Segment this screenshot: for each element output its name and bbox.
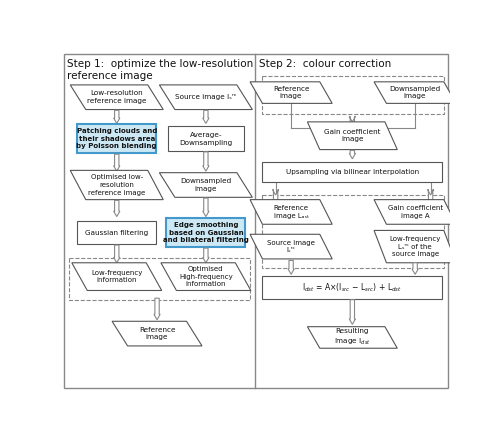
Text: Gaussian filtering: Gaussian filtering (85, 230, 148, 236)
Bar (166, 218, 246, 247)
Polygon shape (288, 261, 294, 274)
Text: Upsampling via bilinear interpolation: Upsampling via bilinear interpolation (286, 169, 419, 175)
Polygon shape (70, 170, 163, 200)
Text: Reference
image Lₐₛₜ: Reference image Lₐₛₜ (274, 205, 308, 219)
Text: Gain coefficient
image: Gain coefficient image (324, 129, 380, 142)
Text: Reference
image: Reference image (273, 86, 310, 99)
Polygon shape (160, 85, 252, 110)
Polygon shape (308, 327, 398, 348)
Text: Downsampled
image: Downsampled image (180, 178, 232, 192)
Text: Low-frequency
Lₛʳᶜ of the
source image: Low-frequency Lₛʳᶜ of the source image (390, 236, 441, 257)
Text: Low-resolution
reference image: Low-resolution reference image (87, 91, 146, 104)
Text: Step 1:  optimize the low-resolution
reference image: Step 1: optimize the low-resolution refe… (67, 59, 254, 81)
Text: Resulting
Image I$_{dst}$: Resulting Image I$_{dst}$ (334, 328, 371, 346)
Polygon shape (203, 110, 209, 124)
Text: Reference
image: Reference image (139, 327, 175, 340)
Text: Source image
Iₛʳᶜ: Source image Iₛʳᶜ (267, 240, 315, 253)
Text: Average-
Downsampling: Average- Downsampling (179, 132, 233, 145)
Polygon shape (349, 300, 356, 325)
Text: Downsampled
image: Downsampled image (390, 86, 441, 99)
Text: Optimised low-
resolution
reference image: Optimised low- resolution reference imag… (88, 174, 146, 195)
Text: Gain coefficient
image A: Gain coefficient image A (388, 205, 442, 219)
Polygon shape (114, 110, 120, 124)
Polygon shape (114, 154, 120, 171)
Polygon shape (374, 230, 456, 263)
Polygon shape (112, 321, 202, 346)
Polygon shape (203, 248, 209, 263)
Polygon shape (72, 263, 162, 290)
Text: Optimised
High-frequency
information: Optimised High-frequency information (179, 266, 233, 287)
Bar (77, 124, 156, 153)
Polygon shape (70, 85, 163, 110)
Polygon shape (374, 82, 456, 103)
Polygon shape (203, 152, 209, 171)
Polygon shape (250, 200, 332, 224)
Polygon shape (374, 200, 456, 224)
Polygon shape (308, 122, 398, 150)
Polygon shape (412, 263, 418, 274)
Polygon shape (272, 190, 278, 201)
Bar (262, 76, 444, 114)
Polygon shape (161, 263, 251, 290)
Text: Edge smoothing
based on Gaussian
and bilateral filtering: Edge smoothing based on Gaussian and bil… (163, 222, 249, 243)
Text: Source image Iₛʳᶜ: Source image Iₛʳᶜ (175, 94, 236, 100)
Polygon shape (250, 82, 332, 103)
Polygon shape (160, 173, 252, 198)
Polygon shape (114, 245, 120, 263)
Polygon shape (154, 298, 160, 320)
Polygon shape (349, 117, 356, 128)
Polygon shape (428, 190, 434, 201)
Bar (262, 276, 442, 299)
Polygon shape (250, 234, 332, 259)
Polygon shape (114, 201, 120, 216)
Bar (77, 221, 156, 244)
Bar (168, 127, 244, 151)
Text: I$_{dst}$ = A×(I$_{src}$ − L$_{src}$) + L$_{dst}$: I$_{dst}$ = A×(I$_{src}$ − L$_{src}$) + … (302, 281, 402, 293)
Polygon shape (349, 150, 356, 159)
Text: Patching clouds and
their shadows area
by Poisson blending: Patching clouds and their shadows area b… (76, 128, 157, 149)
Bar (68, 258, 250, 300)
Text: Step 2:  colour correction: Step 2: colour correction (260, 59, 392, 69)
Bar (262, 195, 444, 268)
Polygon shape (203, 198, 209, 216)
Text: Low-frequency
information: Low-frequency information (91, 270, 142, 283)
Bar (262, 162, 442, 182)
